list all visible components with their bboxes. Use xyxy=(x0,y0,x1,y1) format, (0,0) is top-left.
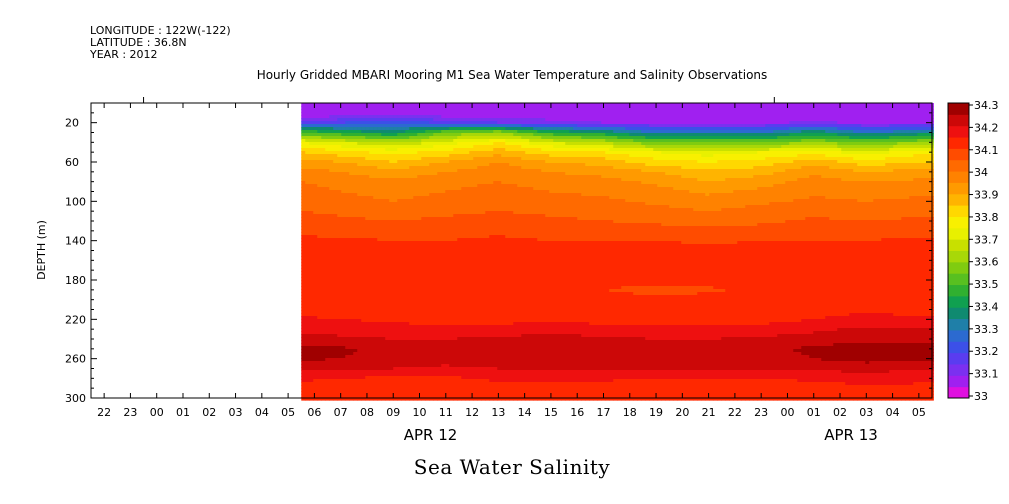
heatmap-cells xyxy=(301,103,934,401)
